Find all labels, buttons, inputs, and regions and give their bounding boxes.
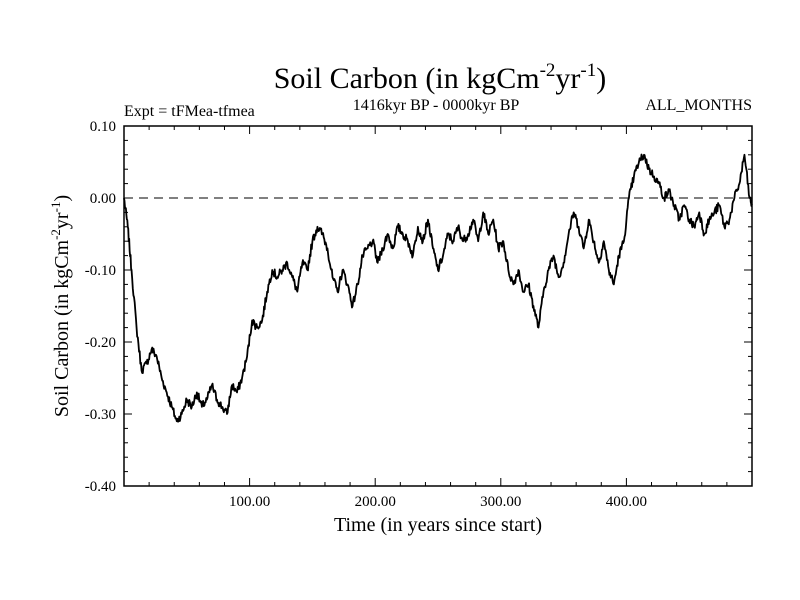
ylabel-suffix: ) bbox=[51, 195, 73, 202]
x-axis-label: Time (in years since start) bbox=[334, 514, 542, 536]
ylabel-prefix: Soil Carbon (in kgCm bbox=[51, 239, 73, 417]
subtitle-right: ALL_MONTHS bbox=[645, 97, 752, 114]
y-axis-tick-labels: -0.40 -0.30 -0.20 -0.10 0.00 0.10 bbox=[85, 119, 116, 495]
ylabel-sup1: -2 bbox=[48, 229, 63, 240]
ylabel-mid: yr bbox=[51, 212, 73, 229]
chart-title: Soil Carbon (in kgCm-2yr-1) bbox=[274, 60, 607, 95]
x-tick-label: 300.00 bbox=[480, 494, 521, 510]
x-axis-ticks bbox=[148, 126, 728, 486]
ylabel-sup2: -1 bbox=[48, 202, 63, 213]
x-axis-tick-labels: 100.00 200.00 300.00 400.00 bbox=[229, 494, 647, 510]
x-tick-label: 200.00 bbox=[355, 494, 396, 510]
y-axis-label: Soil Carbon (in kgCm-2yr-1) bbox=[48, 195, 73, 417]
title-mid: yr bbox=[555, 62, 580, 95]
title-prefix: Soil Carbon (in kgCm bbox=[274, 62, 540, 95]
title-sup2: -1 bbox=[580, 60, 596, 81]
series-line-soil-carbon bbox=[123, 153, 753, 423]
y-axis-ticks bbox=[124, 125, 752, 487]
y-tick-label: -0.10 bbox=[85, 263, 116, 279]
subtitle-left: Expt = tFMea-tfmea bbox=[124, 103, 255, 120]
plot-frame bbox=[123, 125, 753, 487]
y-tick-label: 0.00 bbox=[90, 191, 116, 207]
y-tick-label: -0.20 bbox=[85, 335, 116, 351]
subtitle-center: 1416kyr BP - 0000kyr BP bbox=[353, 97, 520, 114]
y-tick-label: -0.30 bbox=[85, 407, 116, 423]
y-tick-label: 0.10 bbox=[90, 119, 116, 135]
title-suffix: ) bbox=[596, 62, 606, 95]
x-tick-label: 100.00 bbox=[229, 494, 270, 510]
x-tick-label: 400.00 bbox=[606, 494, 647, 510]
title-sup1: -2 bbox=[540, 60, 556, 81]
y-tick-label: -0.40 bbox=[85, 479, 116, 495]
